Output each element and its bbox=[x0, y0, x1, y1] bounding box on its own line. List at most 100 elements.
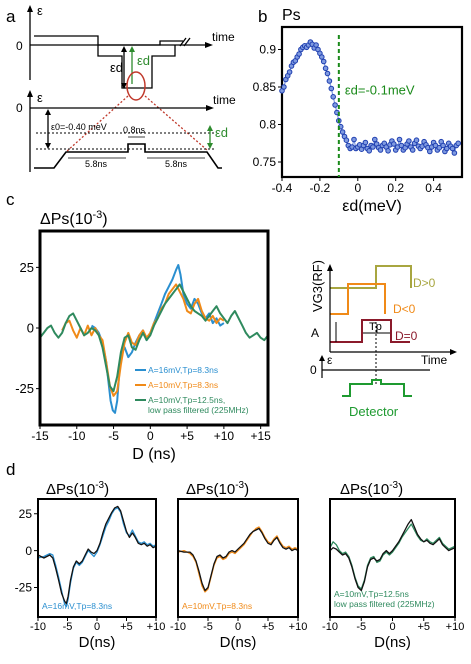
d3-xtick-label: 0 bbox=[389, 621, 395, 633]
d2-xtick-label: -5 bbox=[203, 621, 213, 633]
panel-d1-ylabel-main: ΔPs(10 bbox=[46, 481, 95, 498]
b-data-point bbox=[351, 136, 357, 143]
panel-a-width-left: 5.8ns bbox=[85, 159, 108, 169]
c-xtick-label: -10 bbox=[68, 429, 86, 443]
panel-d1-ylabel: ΔPs(10-3) bbox=[46, 480, 109, 498]
b-data-point bbox=[396, 136, 403, 143]
d3-series-line-1 bbox=[329, 518, 456, 592]
schematic-detector-pulse bbox=[342, 379, 412, 397]
b-data-point bbox=[391, 141, 397, 147]
panel-a-eps0-arrowhead-2 bbox=[45, 143, 51, 149]
b-data-point bbox=[320, 58, 327, 65]
b-data-point bbox=[366, 148, 373, 154]
c-series-line-2 bbox=[39, 283, 269, 393]
b-data-point bbox=[455, 140, 462, 147]
panel-a-depth-profile bbox=[97, 45, 176, 89]
panel-d1-ylabel-exp: -3 bbox=[95, 480, 104, 491]
chart-b: εd=-0.1meV -0.4 -0.2 0 0.2 0.4 0.75 0.8 0.85 0.9 ε… bbox=[253, 25, 464, 215]
pulse-d-zero bbox=[330, 319, 410, 343]
panel-a-width-right: 5.8ns bbox=[165, 159, 188, 169]
b-data-point bbox=[313, 42, 319, 48]
panel-a-lower-time-arrow bbox=[206, 105, 214, 111]
schematic-eps-arrow bbox=[319, 355, 325, 361]
b-data-point bbox=[322, 65, 329, 72]
panel-b-ylabel: Ps bbox=[282, 7, 301, 24]
panel-c-ylabel-close: ) bbox=[102, 211, 107, 228]
d2-series-line-1 bbox=[177, 527, 299, 592]
panel-label-b: b bbox=[258, 7, 267, 26]
b-data-point bbox=[281, 84, 287, 90]
d1-ytick-label: 25 bbox=[19, 507, 33, 521]
b-xlabel: εd(meV) bbox=[342, 198, 402, 215]
d3-series-line-0 bbox=[329, 523, 456, 590]
panel-d2-ylabel-exp: -3 bbox=[235, 480, 244, 491]
panel-a-break-mark-2 bbox=[183, 37, 191, 47]
d1-ytick-label: -25 bbox=[15, 581, 33, 595]
panel-a-zoom-line-left bbox=[65, 95, 129, 153]
panel-label-c: c bbox=[6, 190, 15, 209]
panel-a-epsd-arrowhead bbox=[207, 125, 213, 131]
b-data-point bbox=[377, 147, 384, 153]
panel-c-ylabel: ΔPs(10-3) bbox=[40, 209, 108, 228]
b-data-point bbox=[296, 51, 302, 57]
panel-a-epsd-arrowhead-2 bbox=[207, 143, 213, 149]
c-xtick-label: +5 bbox=[180, 429, 194, 443]
d3-xtick-label: +5 bbox=[417, 621, 430, 633]
panel-d2-ylabel: ΔPs(10-3) bbox=[186, 480, 249, 498]
b-data-point bbox=[328, 85, 335, 92]
d2-xtick-label: +10 bbox=[289, 621, 308, 633]
b-connecting-line bbox=[281, 40, 459, 155]
d1-xtick-label: -10 bbox=[30, 621, 46, 633]
d1-ytick-label: 0 bbox=[25, 544, 32, 558]
b-data-point bbox=[451, 150, 458, 156]
b-data-point bbox=[449, 145, 456, 152]
b-data-point bbox=[326, 78, 333, 84]
pulse-d-pos bbox=[330, 265, 412, 289]
d2-xlabel: D(ns) bbox=[220, 634, 257, 651]
c-legend-label-2b: low pass filtered (225MHz) bbox=[148, 405, 249, 415]
b-xtick-label: -0.2 bbox=[310, 181, 331, 195]
schematic-y-arrow bbox=[327, 264, 333, 271]
b-xtick-label: 0.2 bbox=[387, 181, 404, 195]
panel-d3-ylabel: ΔPs(10-3) bbox=[340, 480, 403, 498]
d3-xtick-label: +10 bbox=[446, 621, 465, 633]
panel-d3-ylabel-exp: -3 bbox=[389, 480, 398, 491]
c-ytick-label: 25 bbox=[20, 260, 34, 275]
pulse-d-neg bbox=[330, 283, 386, 315]
panel-d2-ylabel-close: ) bbox=[244, 481, 249, 498]
d1-xtick-label: 0 bbox=[94, 621, 100, 633]
panel-a-width-mid: 0.8ns bbox=[123, 125, 146, 135]
c-legend-label-0: A=16mV,Tp=8.3ns bbox=[148, 365, 218, 375]
d1-xtick-label: +5 bbox=[120, 621, 133, 633]
d1-legend-text: A=16mV,Tp=8.3ns bbox=[42, 601, 112, 611]
schematic-a-label: A bbox=[311, 326, 319, 340]
d1-plot-frame bbox=[37, 498, 157, 618]
d3-xtick-label: -5 bbox=[356, 621, 366, 633]
b-data-point bbox=[385, 148, 391, 154]
panel-a-top-pulse bbox=[34, 35, 183, 46]
d1-xtick-label: +10 bbox=[147, 621, 166, 633]
panel-a-zoom-line-right bbox=[144, 95, 208, 151]
chart-c: -15 -10 -5 0 +5 +10 +15 25 0 -25 D (ns) A=16mV,Tp=8… bbox=[15, 229, 271, 463]
c-xtick-label: 0 bbox=[147, 429, 154, 443]
b-data-point bbox=[343, 137, 350, 143]
d2-series-line-0 bbox=[177, 526, 299, 593]
b-data-point bbox=[370, 144, 376, 150]
panel-a-epsd-green: εd bbox=[137, 53, 150, 68]
chart-d1: -10 -5 0 +5 +10 25 0 -25 D(ns) A=16mV,Tp=8.3ns bbox=[15, 498, 166, 651]
panel-a-eps-top: ε bbox=[37, 3, 43, 18]
b-data-point bbox=[332, 102, 338, 108]
panel-a-time-lower: time bbox=[213, 93, 236, 107]
panel-c-ylabel-main: ΔPs(10 bbox=[40, 211, 93, 228]
schematic-zero-label: 0 bbox=[310, 363, 317, 377]
c-xtick-label: -15 bbox=[31, 429, 49, 443]
b-data-point bbox=[427, 148, 433, 155]
c-ytick-label: 0 bbox=[27, 321, 34, 336]
c-legend-label-1: A=10mV,Tp=8.3ns bbox=[148, 380, 218, 390]
c-xtick-label: -5 bbox=[108, 429, 119, 443]
panel-a-lower-pulse bbox=[34, 143, 222, 169]
panel-a-depth-arrowhead bbox=[121, 46, 127, 52]
b-plot-frame bbox=[280, 25, 464, 179]
panel-a-eps-lower: ε bbox=[37, 90, 43, 105]
